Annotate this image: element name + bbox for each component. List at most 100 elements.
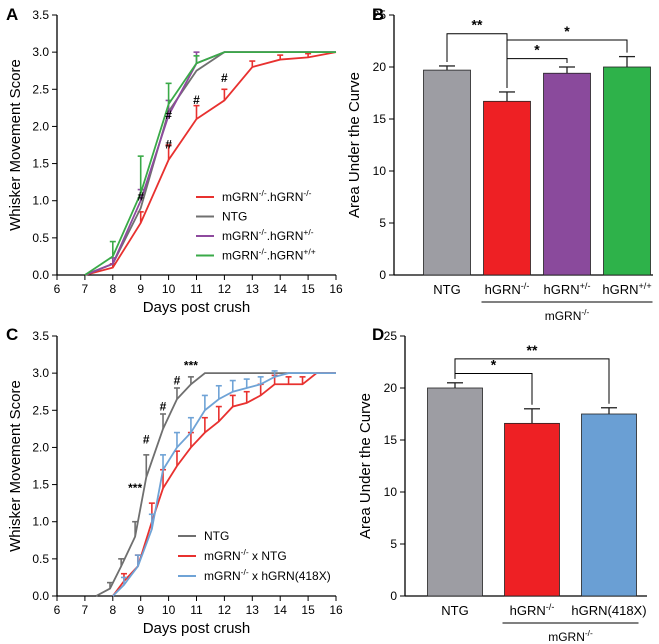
y-tick-label: 0.0 xyxy=(32,268,49,282)
significance-marker: # xyxy=(193,93,200,107)
panel-label: C xyxy=(6,325,18,344)
legend-entry: NTG xyxy=(204,529,229,543)
y-tick-label: 2.5 xyxy=(32,82,49,96)
y-tick-label: 25 xyxy=(373,8,387,22)
y-tick-label: 1.5 xyxy=(32,478,49,492)
panel-a: A 0.0 0.5 1.0 1.5 2.0 2.5 3.0 3.5 6 7 8 9 10 11 12 13 14 1… xyxy=(6,5,343,316)
x-tick-label: 13 xyxy=(246,282,260,296)
x-tick-label: 14 xyxy=(274,603,288,617)
series-3 xyxy=(84,51,336,276)
bar xyxy=(483,100,531,276)
category-label: hGRN(418X) xyxy=(571,603,646,618)
panel-label: B xyxy=(372,5,384,24)
x-axis-label: Days post crush xyxy=(143,620,251,637)
x-tick-label: 12 xyxy=(218,603,232,617)
x-tick-label: 15 xyxy=(301,603,315,617)
legend-entry: mGRN-/-.hGRN-/- xyxy=(222,188,312,204)
series-line xyxy=(112,372,336,597)
group-label: mGRN-/- xyxy=(548,628,593,644)
y-tick-label: 3.0 xyxy=(32,45,49,59)
y-tick-label: 0.5 xyxy=(32,552,49,566)
significance-marker: ** xyxy=(527,342,538,358)
significance-marker: *** xyxy=(128,481,142,495)
panel-c: C 0.0 0.5 1.0 1.5 2.0 2.5 3.0 3.5 6 7 8 9 10 11 12 13 14 1… xyxy=(6,325,343,637)
x-tick-label: 16 xyxy=(329,282,343,296)
x-tick-label: 7 xyxy=(82,282,89,296)
x-tick-label: 10 xyxy=(162,603,176,617)
y-tick-label: 0.0 xyxy=(32,589,49,603)
y-tick-label: 2.0 xyxy=(32,440,49,454)
x-tick-label: 7 xyxy=(82,603,89,617)
y-axis-label: Area Under the Curve xyxy=(357,393,374,539)
bar xyxy=(427,387,483,597)
significance-marker: ** xyxy=(472,17,483,33)
bar xyxy=(504,422,560,597)
panel-d: D 0 5 10 15 20 25 Area Under the Curve NTG hGRN-/… xyxy=(357,325,647,644)
group-label: mGRN-/- xyxy=(545,307,590,323)
significance-marker: *** xyxy=(184,358,198,372)
category-label: NTG xyxy=(433,282,460,297)
bar xyxy=(603,66,651,276)
y-tick-label: 0 xyxy=(379,268,386,282)
significance-bracket xyxy=(454,358,610,404)
x-tick-label: 6 xyxy=(54,282,61,296)
x-tick-label: 6 xyxy=(54,603,61,617)
y-tick-label: 25 xyxy=(384,329,398,343)
series-0 xyxy=(95,372,336,597)
x-tick-label: 14 xyxy=(274,282,288,296)
y-tick-label: 1.0 xyxy=(32,515,49,529)
x-tick-label: 11 xyxy=(190,282,203,296)
x-tick-label: 11 xyxy=(190,603,203,617)
legend-entry: mGRN-/- x NTG xyxy=(204,547,287,563)
x-tick-label: 8 xyxy=(109,282,116,296)
x-tick-label: 12 xyxy=(218,282,232,296)
category-label: hGRN+/+ xyxy=(602,281,651,297)
y-tick-label: 0 xyxy=(390,589,397,603)
y-tick-label: 2.5 xyxy=(32,403,49,417)
x-tick-label: 9 xyxy=(137,282,144,296)
y-tick-label: 5 xyxy=(379,216,386,230)
x-tick-label: 16 xyxy=(329,603,343,617)
significance-marker: * xyxy=(534,42,540,58)
y-tick-label: 10 xyxy=(384,485,398,499)
y-tick-label: 20 xyxy=(373,60,387,74)
bar xyxy=(543,72,591,276)
panel-label: D xyxy=(372,325,384,344)
x-tick-label: 13 xyxy=(246,603,260,617)
series-line xyxy=(84,51,336,276)
legend-entry: NTG xyxy=(222,210,247,224)
bar xyxy=(423,69,471,276)
y-axis-label: Whisker Movement Score xyxy=(7,380,24,552)
series-line xyxy=(84,51,337,276)
category-label: hGRN-/- xyxy=(485,281,530,297)
legend: mGRN-/-.hGRN-/- NTG mGRN-/-.hGRN+/- mGRN-/-… xyxy=(196,188,316,263)
significance-marker: # xyxy=(174,373,181,387)
panel-label: A xyxy=(6,5,18,24)
x-tick-label: 10 xyxy=(162,282,176,296)
y-tick-label: 3.5 xyxy=(32,329,49,343)
y-axis-label: Area Under the Curve xyxy=(346,72,363,218)
legend-entry: mGRN-/-.hGRN+/- xyxy=(222,227,314,243)
y-tick-label: 2.0 xyxy=(32,119,49,133)
x-tick-label: 15 xyxy=(301,282,315,296)
series-line xyxy=(112,372,336,597)
significance-marker: # xyxy=(137,190,144,204)
y-tick-label: 1.0 xyxy=(32,194,49,208)
x-axis-label: Days post crush xyxy=(143,299,251,316)
y-axis-label: Whisker Movement Score xyxy=(7,59,24,231)
y-tick-label: 3.5 xyxy=(32,8,49,22)
significance-marker: * xyxy=(491,356,497,372)
significance-marker: # xyxy=(165,138,172,152)
category-label: hGRN+/- xyxy=(544,281,591,297)
panel-b: B 0 5 10 15 20 25 Area Under the Curve NTG hGRN-/… xyxy=(346,5,653,323)
significance-marker: # xyxy=(165,108,172,122)
y-tick-label: 3.0 xyxy=(32,366,49,380)
category-label: hGRN-/- xyxy=(510,602,555,618)
legend: NTG mGRN-/- x NTG mGRN-/- x hGRN(418X) xyxy=(178,529,331,583)
y-tick-label: 15 xyxy=(384,433,398,447)
legend-entry: mGRN-/- x hGRN(418X) xyxy=(204,567,331,583)
significance-marker: # xyxy=(160,399,167,413)
y-tick-label: 10 xyxy=(373,164,387,178)
x-tick-label: 9 xyxy=(137,603,144,617)
